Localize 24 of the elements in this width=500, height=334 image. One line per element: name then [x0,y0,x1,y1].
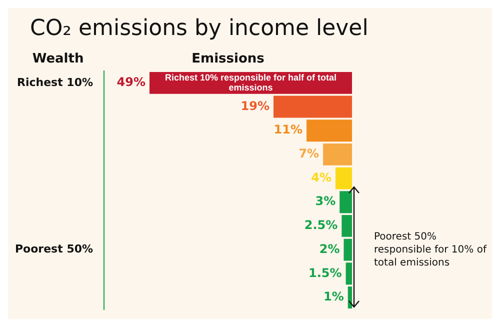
chart-title: CO₂ emissions by income level [29,15,370,43]
data-label: 4% [311,170,332,184]
bar [348,286,352,308]
annotation: Richest 10% responsible for half of total emissions [164,72,337,92]
data-label: 19% [240,98,270,113]
y-axis-title: Wealth [32,51,84,66]
data-label: 2.5% [304,218,338,232]
bar [306,120,352,142]
data-label: 1.5% [308,266,342,280]
bar [342,214,352,237]
data-label: 7% [298,146,320,161]
bar [323,143,352,166]
data-label: 2% [319,242,340,256]
bar [273,96,352,118]
data-label: 3% [315,194,336,208]
data-label: 11% [274,122,303,137]
bar [335,167,352,190]
y-tick-label: Poorest 50% [14,242,94,256]
x-axis-title: Emissions [192,51,265,66]
text: Poorest 50% responsible for 10% of total emissions [374,231,487,268]
bar [340,191,352,214]
y-tick-label: Richest 10% [16,76,94,89]
data-label: 49% [116,75,146,90]
data-label: 1% [323,290,344,304]
